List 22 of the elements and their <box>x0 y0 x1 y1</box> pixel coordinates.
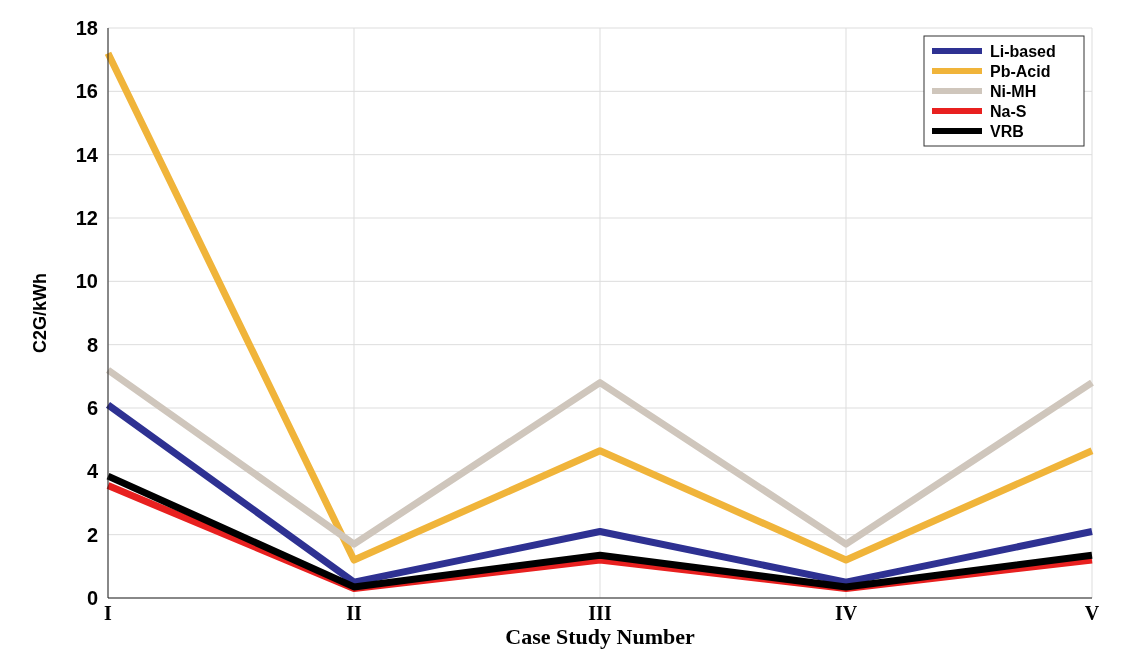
x-tick-label: V <box>1084 602 1100 624</box>
y-axis-title: C2G/kWh <box>30 272 50 354</box>
y-tick-label: 4 <box>86 460 99 483</box>
y-tick-label: 14 <box>75 143 99 166</box>
x-tick-label: II <box>346 602 362 624</box>
y-tick-label: 2 <box>86 523 98 546</box>
y-tick-label: 18 <box>75 17 98 39</box>
y-tick-label: 8 <box>86 333 98 356</box>
y-tick-label: 16 <box>75 80 98 103</box>
y-tick-label: 10 <box>75 270 98 293</box>
legend-label: Pb-Acid <box>990 62 1051 80</box>
y-tick-label: 6 <box>86 397 98 419</box>
y-tick-label: 0 <box>86 587 98 609</box>
x-tick-label: III <box>588 602 612 624</box>
legend-label: VRB <box>990 122 1024 140</box>
x-tick-label: IV <box>834 602 858 624</box>
x-axis-title: Case Study Number <box>505 624 695 649</box>
legend-label: Li-based <box>990 42 1056 60</box>
y-tick-label: 12 <box>75 207 98 229</box>
legend-label: Na-S <box>990 102 1027 120</box>
x-tick-label: I <box>104 602 113 624</box>
legend-label: Ni-MH <box>990 82 1037 100</box>
